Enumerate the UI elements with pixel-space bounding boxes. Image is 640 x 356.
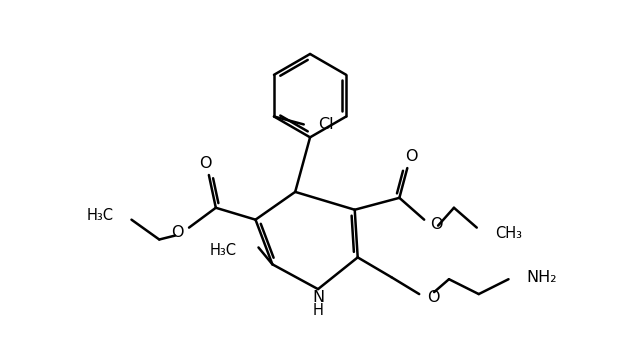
Text: O: O: [405, 149, 417, 164]
Text: O: O: [430, 217, 442, 232]
Text: Cl: Cl: [317, 117, 333, 132]
Text: N: N: [312, 289, 324, 305]
Text: O: O: [427, 289, 440, 305]
Text: H₃C: H₃C: [210, 243, 237, 258]
Text: H: H: [312, 303, 323, 319]
Text: O: O: [171, 225, 184, 240]
Text: NH₂: NH₂: [526, 270, 557, 285]
Text: CH₃: CH₃: [495, 226, 522, 241]
Text: H₃C: H₃C: [86, 208, 114, 223]
Text: O: O: [198, 156, 211, 171]
